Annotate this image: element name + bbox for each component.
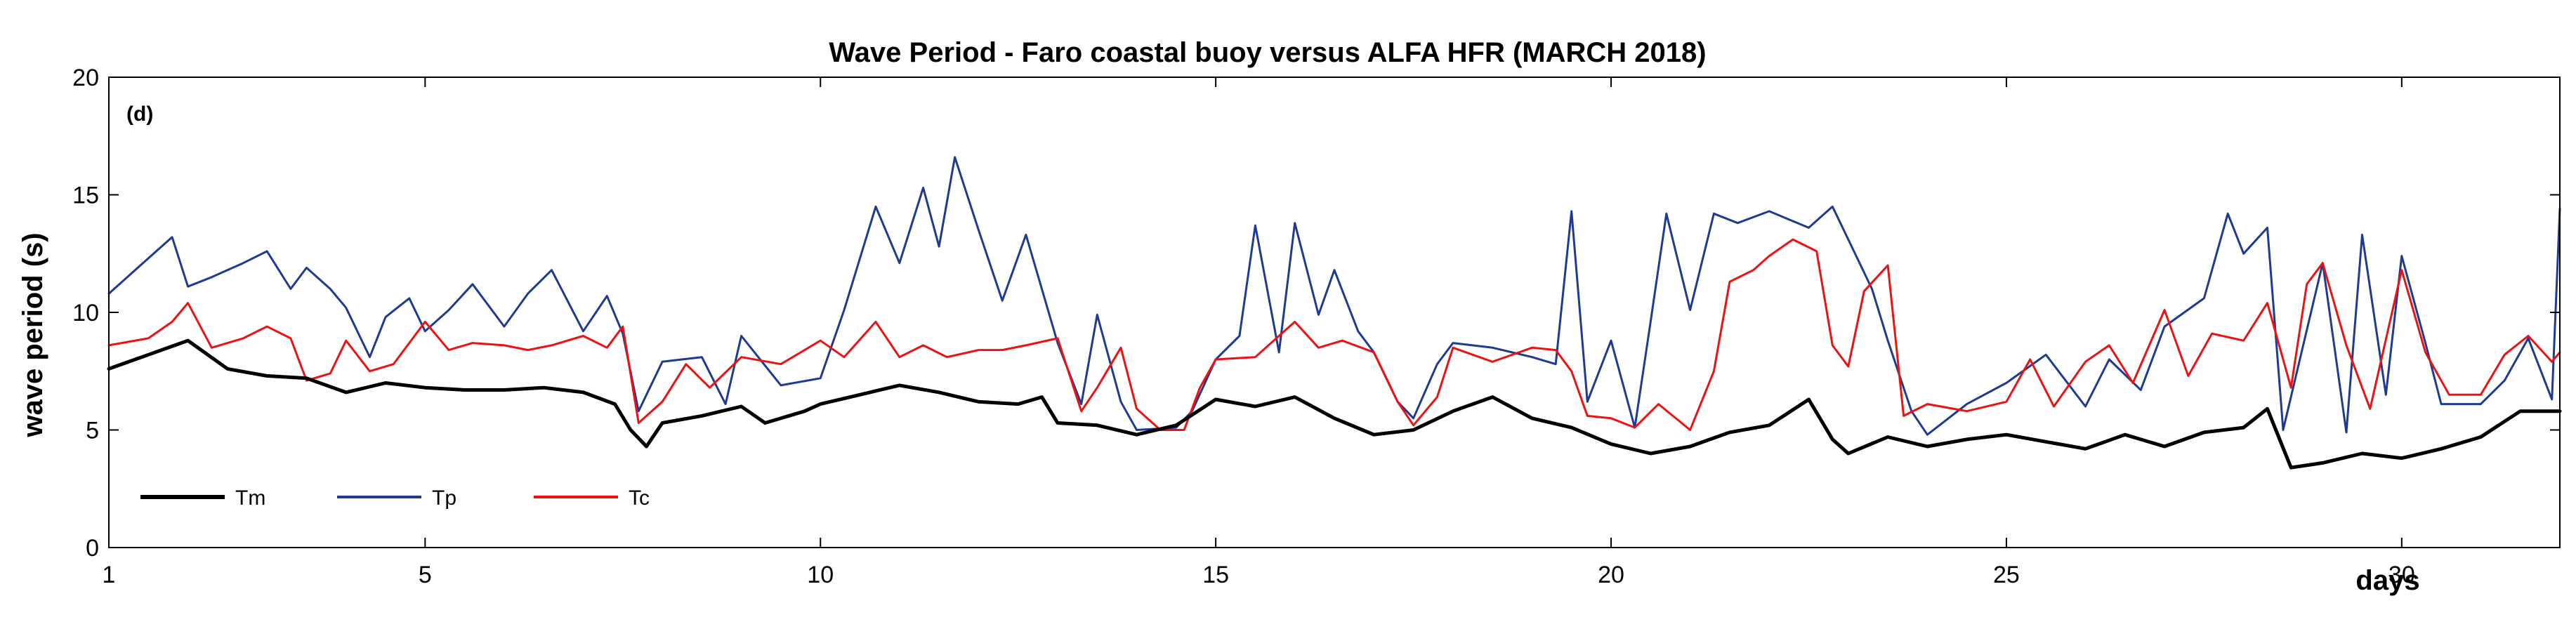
- series-line-tc: [107, 238, 2561, 431]
- series-line-tm: [107, 338, 2562, 470]
- legend-label-tp: Tp: [432, 486, 456, 510]
- panel-label: (d): [126, 102, 153, 126]
- y-tick-label: 10: [72, 300, 99, 326]
- legend-label-tm: Tm: [235, 486, 265, 510]
- y-tick-label: 20: [72, 65, 99, 91]
- x-tick-label: 5: [419, 562, 432, 588]
- legend: Tm Tp Tc: [140, 486, 650, 510]
- y-tick-label: 0: [86, 535, 99, 562]
- axes-box: [108, 77, 2561, 548]
- x-tick-label: 25: [1993, 562, 2020, 588]
- y-axis-label: wave period (s): [18, 232, 48, 437]
- legend-label-tc: Tc: [629, 486, 650, 510]
- chart-title: Wave Period - Faro coastal buoy versus A…: [829, 37, 1706, 68]
- x-axis-label: days: [2355, 565, 2419, 596]
- x-tick-label: 15: [1202, 562, 1229, 588]
- y-tick-label: 15: [72, 183, 99, 209]
- x-tick-label: 1: [103, 562, 116, 588]
- series-line-tp: [107, 156, 2561, 436]
- y-tick-label: 5: [86, 418, 99, 444]
- x-tick-label: 30: [2388, 562, 2415, 588]
- x-tick-label: 20: [1598, 562, 1624, 588]
- x-tick-label: 10: [807, 562, 834, 588]
